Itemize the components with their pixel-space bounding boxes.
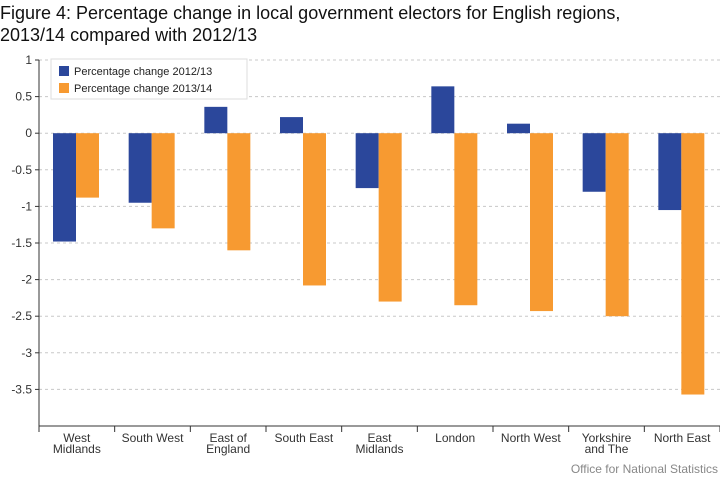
x-tick-label: Midlands — [355, 442, 403, 456]
axes — [35, 59, 720, 432]
legend: Percentage change 2012/13 Percentage chan… — [50, 58, 248, 100]
y-tick-label: 0 — [25, 126, 32, 140]
legend-box — [50, 58, 248, 100]
bar-2013-14 — [454, 133, 478, 306]
bar-2013-14 — [530, 133, 553, 312]
bar-2012-13 — [280, 117, 303, 134]
y-tick-label: -0.5 — [11, 163, 32, 177]
bar-2012-13 — [658, 133, 682, 211]
bar-2012-13 — [431, 86, 455, 134]
x-tick-label: West — [63, 431, 91, 445]
x-tick-label: North East — [654, 431, 711, 445]
bar-2013-14 — [378, 133, 402, 302]
chart-title-line-1: Figure 4: Percentage change in local gov… — [0, 3, 621, 23]
bar-2012-13 — [128, 133, 152, 203]
bar-2013-14 — [227, 133, 251, 251]
y-tick-label: -1.5 — [11, 236, 32, 250]
bar-2013-14 — [605, 133, 629, 317]
legend-label: Percentage change 2013/14 — [74, 83, 212, 95]
legend-swatch — [59, 66, 69, 76]
x-tick-label: North West — [501, 431, 561, 445]
x-tick-label: England — [206, 442, 250, 456]
y-tick-label: -2 — [21, 273, 32, 287]
bar-2013-14 — [681, 133, 705, 395]
bar-2012-13 — [53, 133, 76, 242]
bar-2013-14 — [303, 133, 326, 286]
x-tick-label: East of — [209, 431, 247, 445]
x-tick-label: South East — [274, 431, 333, 445]
x-tick-label: and The — [585, 442, 629, 456]
x-tick-label: Midlands — [53, 442, 101, 456]
y-tick-label: -3.5 — [11, 382, 32, 396]
bar-2012-13 — [507, 123, 530, 134]
bar-2012-13 — [582, 133, 606, 192]
x-tick-label: East — [367, 431, 392, 445]
x-tick-label: London — [435, 431, 475, 445]
source-note: Office for National Statistics — [570, 462, 718, 476]
y-tick-label: 1 — [25, 53, 32, 67]
x-tick-label: Yorkshire — [582, 431, 632, 445]
bar-2013-14 — [76, 133, 99, 198]
bar-2013-14 — [151, 133, 175, 229]
chart-title-line-2: 2013/14 compared with 2012/13 — [0, 25, 258, 45]
x-tick-label: South West — [122, 431, 184, 445]
legend-swatch — [59, 83, 69, 93]
bar-2012-13 — [204, 106, 228, 134]
bars — [53, 86, 705, 395]
bar-2012-13 — [355, 133, 379, 189]
y-tick-label: 0.5 — [15, 90, 32, 104]
chart-title: Figure 4: Percentage change in local gov… — [0, 2, 716, 46]
y-tick-label: -3 — [21, 346, 32, 360]
legend-label: Percentage change 2012/13 — [74, 66, 212, 78]
y-tick-label: -2.5 — [11, 309, 32, 323]
y-tick-label: -1 — [21, 199, 32, 213]
y-axis-tick-labels: 1 0.5 0 -0.5 -1 -1.5 -2 -2.5 -3 -3.5 — [11, 53, 32, 396]
